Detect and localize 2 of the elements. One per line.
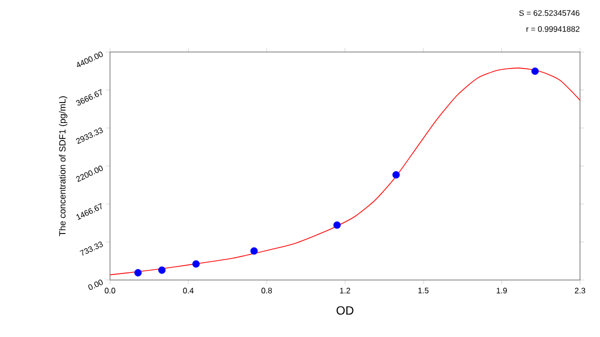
x-axis-title: OD bbox=[336, 306, 354, 315]
y-axis-title: The concentration of SDF1 (pg/mL) bbox=[58, 96, 68, 236]
